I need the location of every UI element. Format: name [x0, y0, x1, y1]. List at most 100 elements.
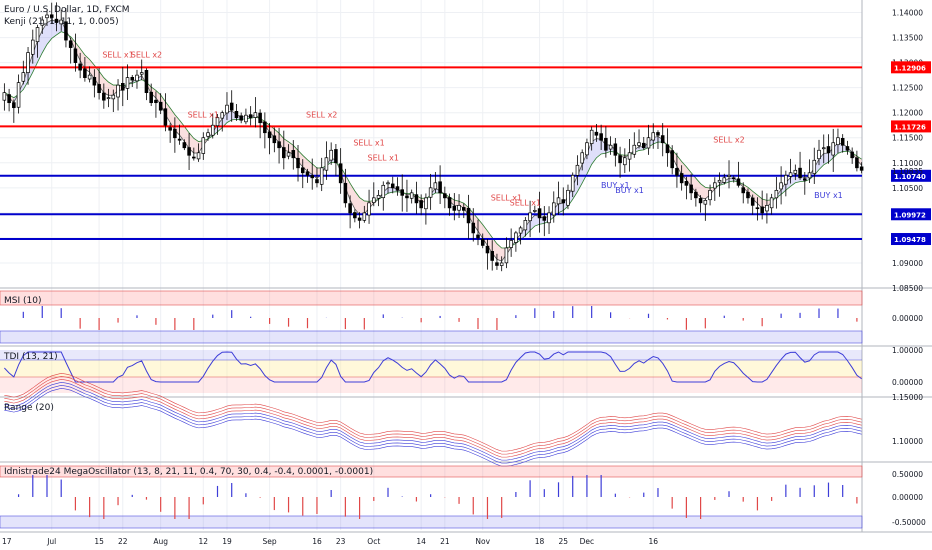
candle-body	[859, 166, 864, 171]
mega-oscillator-title: Idnistrade24 MegaOscillator (13, 8, 21, …	[4, 467, 373, 477]
indicator-panes	[0, 290, 863, 529]
candle-body	[746, 191, 750, 199]
candle-body	[310, 175, 314, 179]
candle-body	[35, 27, 40, 43]
candle-body	[547, 212, 551, 224]
msi-lower-zone	[0, 330, 863, 344]
range-line	[4, 376, 862, 455]
candle-body	[376, 194, 381, 199]
mega-upper-zone	[0, 465, 863, 478]
kenji-fill	[75, 42, 81, 61]
candle-body	[731, 177, 736, 180]
kenji-fill	[747, 187, 753, 199]
level-tag-bg	[891, 208, 931, 221]
price-tick: 1.08500	[892, 284, 923, 293]
grid-lines	[0, 0, 932, 533]
candle-body	[698, 198, 703, 204]
candle-body	[694, 191, 698, 199]
candle-body	[338, 163, 343, 184]
candle-body	[26, 52, 30, 73]
kenji-fill	[454, 200, 460, 206]
signal-label: SELL x2	[131, 51, 162, 60]
candle-body	[248, 114, 253, 119]
mega-lower-zone	[0, 515, 863, 529]
candle-body	[665, 144, 670, 154]
level-tag: 1.09478	[894, 236, 926, 244]
range-line	[4, 373, 862, 452]
candle-body	[102, 92, 106, 101]
candle-body	[528, 212, 532, 222]
date-tick: 22	[118, 537, 128, 546]
candle-body	[163, 108, 168, 126]
candle-body	[831, 142, 835, 156]
candle-body	[788, 172, 793, 177]
candle-body	[45, 14, 49, 19]
candle-body	[125, 77, 130, 89]
candle-body	[485, 245, 490, 254]
candle-body	[736, 178, 741, 186]
level-tag-bg	[891, 169, 931, 182]
candle-body	[68, 40, 73, 48]
candle-body	[575, 164, 580, 176]
candle-body	[769, 197, 774, 209]
candle-body	[400, 189, 404, 196]
candle-body	[457, 205, 461, 211]
candle-body	[154, 99, 158, 104]
candle-body	[826, 146, 831, 154]
candle-body	[495, 262, 499, 266]
candle-body	[504, 247, 509, 264]
candle-body	[253, 112, 258, 118]
candle-body	[514, 232, 518, 243]
candle-body	[779, 182, 783, 190]
candle-body	[428, 187, 433, 198]
candle-body	[59, 19, 63, 25]
candle-body	[755, 207, 760, 210]
level-tag-bg	[891, 233, 931, 246]
candle-body	[812, 159, 817, 174]
kenji-fill	[359, 197, 365, 215]
candle-body	[836, 137, 840, 146]
candle-body	[637, 142, 641, 146]
signal-label: SELL x1	[491, 193, 522, 202]
candle-body	[64, 21, 68, 41]
candle-body	[760, 206, 764, 214]
chart-title: Euro / U.S. Dollar, 1D, FXCM	[4, 5, 130, 15]
candle-body	[807, 172, 812, 179]
time-axis[interactable]: 17 Jul 15 22 Aug 12 19 Sep 16 23 Oct 14 21 Nov 18 25 Dec…	[2, 537, 658, 546]
candle-body	[589, 129, 594, 144]
candle-body	[381, 184, 386, 199]
candle-body	[215, 117, 220, 127]
candle-body	[523, 220, 528, 231]
level-tag: 1.10740	[894, 173, 926, 181]
candle-body	[727, 174, 731, 177]
signal-label: SELL x1	[510, 198, 541, 207]
candle-body	[395, 186, 400, 191]
signal-label: SELL x2	[306, 111, 337, 120]
signal-label: BUY x1	[615, 186, 644, 195]
candle-body	[537, 208, 542, 219]
date-tick: 19	[222, 537, 232, 546]
candle-body	[552, 202, 556, 216]
price-axis[interactable]: 1.140001.135001.130001.125001.120001.115…	[891, 9, 931, 527]
candle-body	[850, 151, 854, 159]
date-tick: Aug	[153, 537, 168, 546]
kenji-fill	[558, 203, 564, 213]
candle-body	[139, 72, 144, 75]
price-tick: 1.09000	[892, 259, 923, 268]
candle-body	[675, 168, 679, 176]
candle-body	[220, 112, 225, 119]
candle-body	[390, 183, 395, 189]
candle-body	[329, 149, 333, 161]
signal-label: SELL x1	[188, 111, 219, 120]
candle-body	[419, 200, 423, 209]
candle-body	[300, 167, 305, 174]
pane-tick: 0.00000	[892, 314, 923, 323]
candle-body	[405, 195, 409, 199]
candle-body	[277, 141, 281, 149]
candle-body	[244, 114, 248, 123]
candle-body	[566, 189, 570, 206]
kenji-fill	[51, 20, 57, 39]
date-tick: 12	[199, 537, 209, 546]
msi-upper-zone	[0, 290, 863, 306]
